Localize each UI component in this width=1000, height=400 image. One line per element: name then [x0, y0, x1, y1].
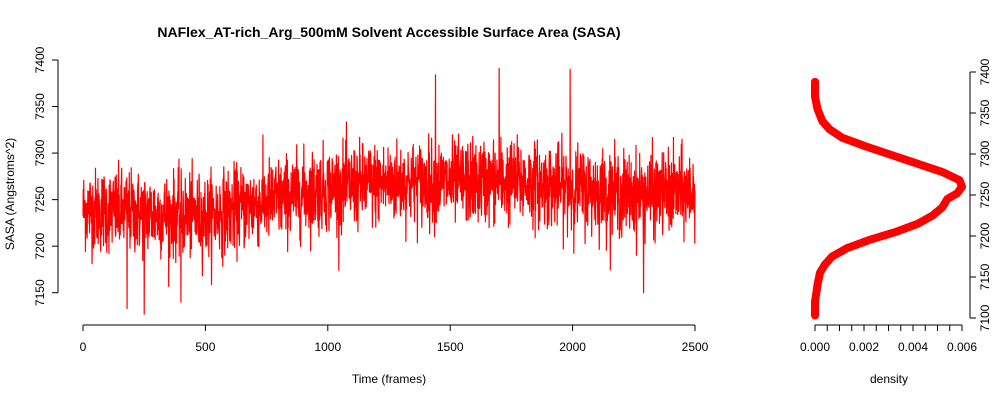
y-tick-label: 7150	[33, 279, 47, 306]
x-tick-label: 2000	[559, 340, 586, 354]
density-axis-title: density	[870, 372, 908, 386]
timeseries-line	[82, 67, 696, 315]
y-tick-label: 7200	[33, 233, 47, 260]
density-y-tick-label: 7100	[978, 304, 992, 331]
density-x-tick-label: 0.000	[800, 340, 830, 354]
density-x-tick-label: 0.004	[898, 340, 928, 354]
x-tick-label: 2500	[682, 340, 709, 354]
y-tick-label: 7300	[33, 139, 47, 166]
x-tick-label: 0	[80, 340, 87, 354]
density-y-tick-label: 7300	[978, 140, 992, 167]
density-y-tick-label: 7400	[978, 58, 992, 85]
density-curve	[811, 77, 966, 320]
sasa-series	[82, 67, 696, 315]
y-tick-label: 7350	[33, 93, 47, 120]
density-x-tick-label: 0.006	[947, 340, 977, 354]
timeseries-axes: 0 500 1000 1500 2000 2500 7150 7200 7250 7300 7350…	[33, 46, 709, 354]
density-y-tick-label: 7350	[978, 99, 992, 126]
x-axis-title: Time (frames)	[352, 372, 426, 386]
y-axis-title: SASA (Angstroms^2)	[3, 138, 17, 250]
x-tick-label: 1500	[437, 340, 464, 354]
density-line	[811, 77, 966, 320]
density-x-tick-label: 0.002	[849, 340, 879, 354]
density-y-tick-label: 7200	[978, 222, 992, 249]
y-tick-label: 7250	[33, 186, 47, 213]
x-tick-label: 1000	[314, 340, 341, 354]
x-tick-label: 500	[195, 340, 215, 354]
chart-title: NAFlex_AT-rich_Arg_500mM Solvent Accessi…	[157, 24, 620, 40]
density-y-tick-label: 7250	[978, 181, 992, 208]
y-tick-label: 7400	[33, 46, 47, 73]
density-y-tick-label: 7150	[978, 263, 992, 290]
